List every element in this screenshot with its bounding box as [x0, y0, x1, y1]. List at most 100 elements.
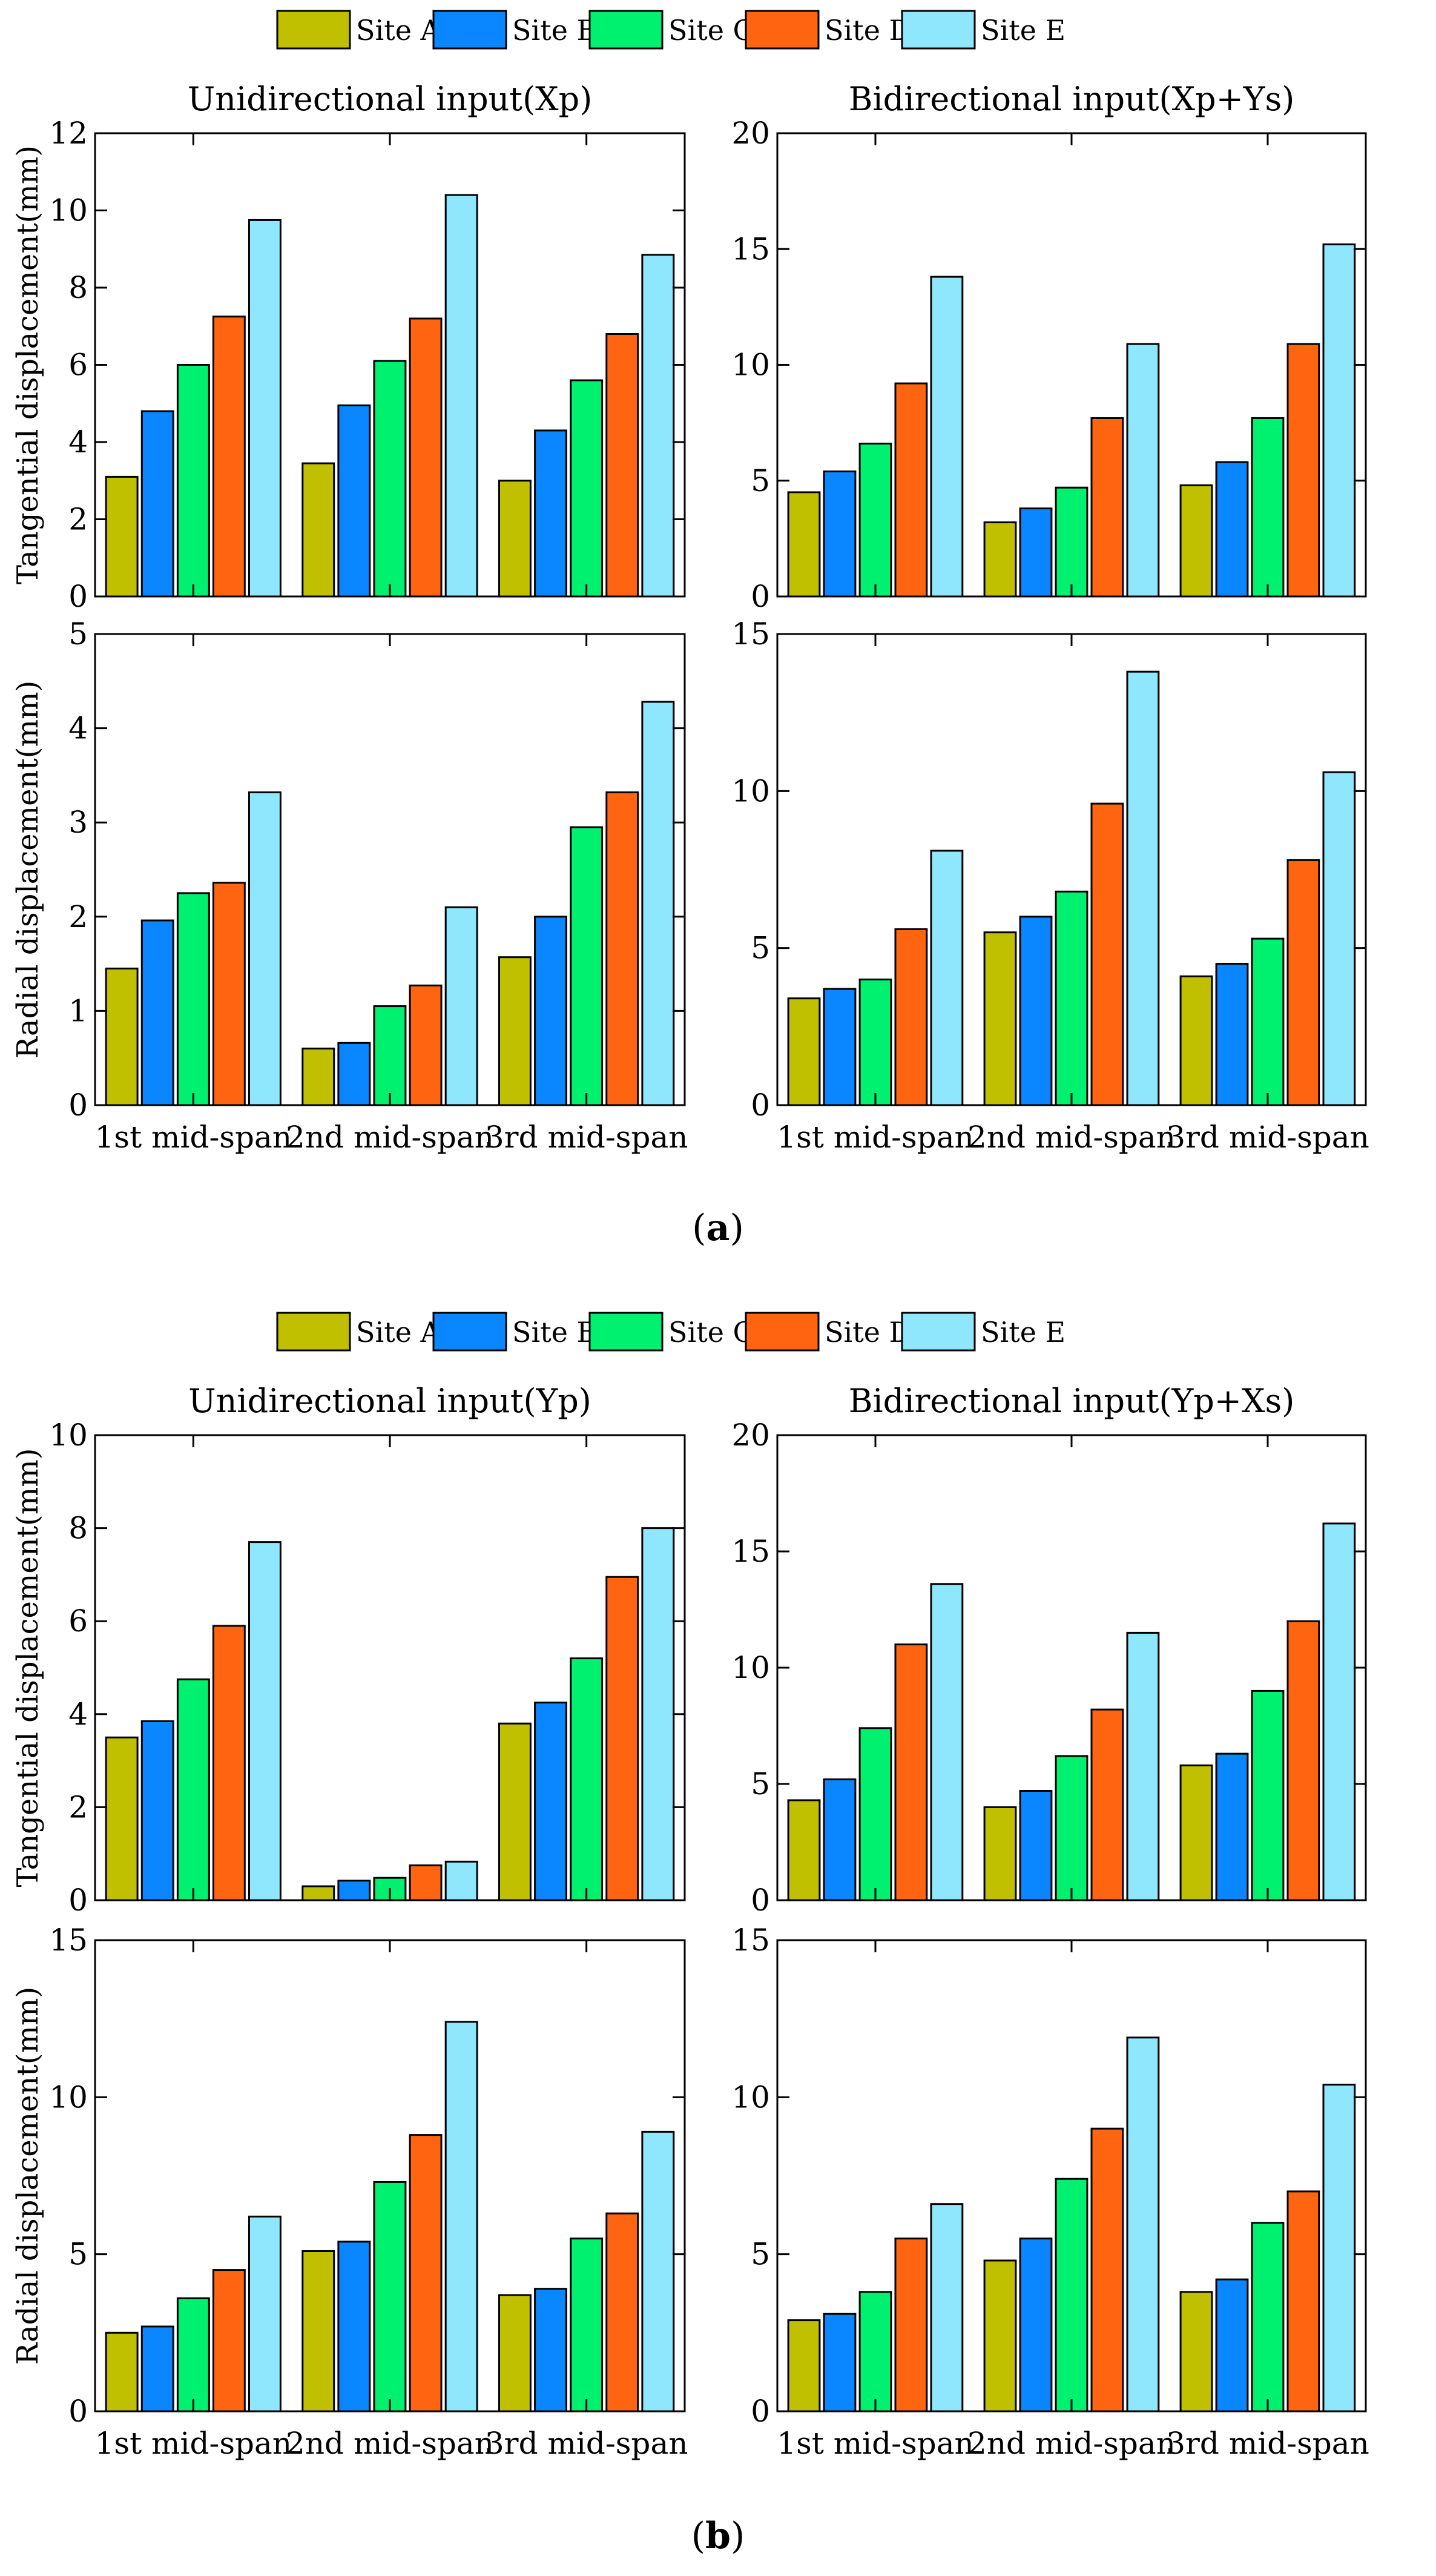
legend-label-b-5: Site E: [981, 1316, 1065, 1349]
bar-p6-site-a-cat3: [1179, 1764, 1213, 1901]
ytick-label-p8-0: 0: [751, 2394, 770, 2429]
legend-swatch-b-5: [901, 1312, 976, 1352]
chart-title-p2: Bidirectional input(Xp+Ys): [849, 80, 1295, 118]
bar-p1-site-b-cat2: [337, 404, 371, 598]
legend-label-b-1: Site A: [356, 1316, 441, 1349]
bar-p7-site-e-cat1: [248, 2215, 282, 2413]
ytick-label-p1-2: 4: [68, 424, 88, 460]
bar-p7-site-a-cat1: [105, 2331, 139, 2413]
bar-p3-site-e-cat3: [641, 701, 675, 1106]
ytick-label-p3-1: 1: [68, 993, 88, 1028]
ytick-label-p8-3: 15: [731, 1923, 770, 1958]
bar-p2-site-e-cat1: [930, 276, 964, 598]
ytick-label-p4-2: 10: [731, 773, 770, 808]
xtick-label-p4-2: 3rd mid-span: [1166, 1120, 1369, 1155]
legend-label-b-4: Site D: [825, 1316, 911, 1349]
legend-label-b-3: Site C: [668, 1316, 754, 1349]
ytick-label-p2-1: 5: [751, 463, 770, 498]
chart-title-p6: Bidirectional input(Yp+Xs): [849, 1382, 1295, 1420]
legend-label-a-4: Site D: [825, 14, 911, 47]
bar-p5-site-b-cat3: [534, 1702, 567, 1901]
bar-p6-site-b-cat3: [1215, 1752, 1249, 1901]
legend-swatch-a-4: [745, 10, 820, 50]
bar-p3-site-e-cat1: [248, 791, 282, 1106]
ytick-label-p7-2: 10: [49, 2079, 88, 2115]
bar-p3-site-a-cat1: [105, 967, 139, 1106]
bar-p8-site-c-cat2: [1055, 2178, 1089, 2413]
ytick-label-p7-0: 0: [68, 2394, 88, 2429]
ytick-label-p2-3: 15: [731, 231, 770, 266]
bar-p2-site-a-cat1: [787, 491, 821, 598]
ytick-label-p3-3: 3: [68, 805, 88, 840]
bar-p7-site-d-cat2: [409, 2134, 443, 2413]
bar-p8-site-d-cat1: [894, 2237, 928, 2413]
bar-p4-site-b-cat2: [1019, 916, 1053, 1106]
bar-p2-site-c-cat1: [858, 443, 892, 598]
bar-p6-site-d-cat3: [1286, 1620, 1320, 1901]
ytick-label-p1-1: 2: [68, 502, 88, 537]
bar-p6-site-a-cat2: [983, 1806, 1017, 1901]
bar-p1-site-b-cat3: [534, 429, 567, 598]
bar-p8-site-a-cat3: [1179, 2291, 1213, 2413]
ytick-label-p6-0: 0: [751, 1883, 770, 1918]
bar-p3-site-d-cat1: [212, 882, 246, 1106]
xtick-label-p8-0: 1st mid-span: [777, 2426, 973, 2461]
bar-p2-site-d-cat2: [1090, 417, 1124, 598]
legend-label-a-1: Site A: [356, 14, 441, 47]
xtick-label-p3-2: 3rd mid-span: [485, 1120, 688, 1155]
xtick-label-p7-2: 3rd mid-span: [485, 2426, 688, 2461]
ytick-label-p3-0: 0: [68, 1088, 88, 1123]
bar-p8-site-e-cat1: [930, 2203, 964, 2413]
ylabel-p1: Tangential displacement(mm): [11, 145, 45, 584]
xtick-label-p3-0: 1st mid-span: [95, 1120, 292, 1155]
bar-p3-site-c-cat1: [176, 892, 210, 1106]
bar-p5-site-e-cat2: [444, 1860, 478, 1901]
xtick-label-p7-1: 2nd mid-span: [286, 2426, 494, 2461]
bar-p8-site-a-cat2: [983, 2259, 1017, 2413]
bar-p7-site-c-cat2: [373, 2181, 407, 2413]
ytick-label-p8-2: 10: [731, 2079, 770, 2115]
chart-title-p5: Unidirectional input(Yp): [188, 1382, 591, 1420]
bar-p4-site-d-cat3: [1286, 859, 1320, 1106]
caption-a: (a): [692, 1207, 744, 1249]
bar-p7-site-c-cat1: [176, 2297, 210, 2413]
caption-b-open: (: [691, 2515, 705, 2557]
bar-p7-site-b-cat3: [534, 2288, 567, 2413]
ylabel-p7: Radial displacement(mm): [11, 1987, 45, 2365]
bar-p6-site-c-cat1: [858, 1727, 892, 1901]
bar-p3-site-a-cat3: [498, 956, 532, 1106]
bar-p1-site-e-cat3: [641, 254, 675, 598]
ytick-label-p5-3: 6: [68, 1603, 88, 1639]
chart-panel-6: 0 5 10 15 20 Bidirectional input(Yp+Xs): [731, 1382, 1367, 1918]
ytick-label-p6-1: 5: [751, 1766, 770, 1802]
bar-p7-site-e-cat3: [641, 2130, 675, 2413]
bar-p4-site-b-cat3: [1215, 963, 1249, 1106]
legend-swatch-a-5: [901, 10, 976, 50]
bar-p6-site-b-cat2: [1019, 1790, 1053, 1901]
ytick-label-p8-1: 5: [751, 2237, 770, 2272]
bar-p5-site-d-cat2: [409, 1864, 443, 1901]
bar-p3-site-b-cat1: [140, 919, 174, 1106]
bar-p2-site-b-cat1: [823, 471, 857, 598]
bar-p1-site-c-cat1: [176, 364, 210, 598]
ytick-label-p2-2: 10: [731, 348, 770, 383]
bar-p2-site-b-cat3: [1215, 461, 1249, 598]
bar-p7-site-e-cat2: [444, 2021, 478, 2413]
bar-p3-site-c-cat2: [373, 1005, 407, 1106]
xtick-label-p8-2: 3rd mid-span: [1166, 2426, 1369, 2461]
legend-label-b-2: Site B: [512, 1316, 597, 1349]
bar-p4-site-a-cat1: [787, 997, 821, 1106]
caption-b: (b): [691, 2515, 745, 2557]
bar-p1-site-a-cat1: [105, 475, 139, 598]
xtick-label-p7-0: 1st mid-span: [95, 2426, 292, 2461]
legend-swatch-a-2: [432, 10, 507, 50]
bar-p4-site-d-cat2: [1090, 802, 1124, 1106]
xtick-label-p4-0: 1st mid-span: [777, 1120, 973, 1155]
chart-panel-5: 0 2 4 6 8 10 Unidirectional input(Yp) Tangentia…: [11, 1382, 686, 1918]
bar-p8-site-e-cat3: [1322, 2084, 1356, 2413]
ylabel-p3: Radial displacement(mm): [11, 681, 45, 1058]
ylabel-p5: Tangential displacement(mm): [11, 1448, 45, 1887]
bar-p8-site-e-cat2: [1126, 2036, 1160, 2413]
